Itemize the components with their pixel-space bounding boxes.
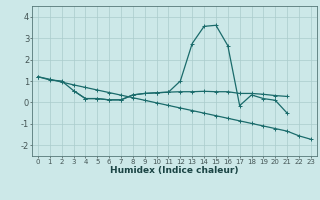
X-axis label: Humidex (Indice chaleur): Humidex (Indice chaleur) — [110, 166, 239, 175]
